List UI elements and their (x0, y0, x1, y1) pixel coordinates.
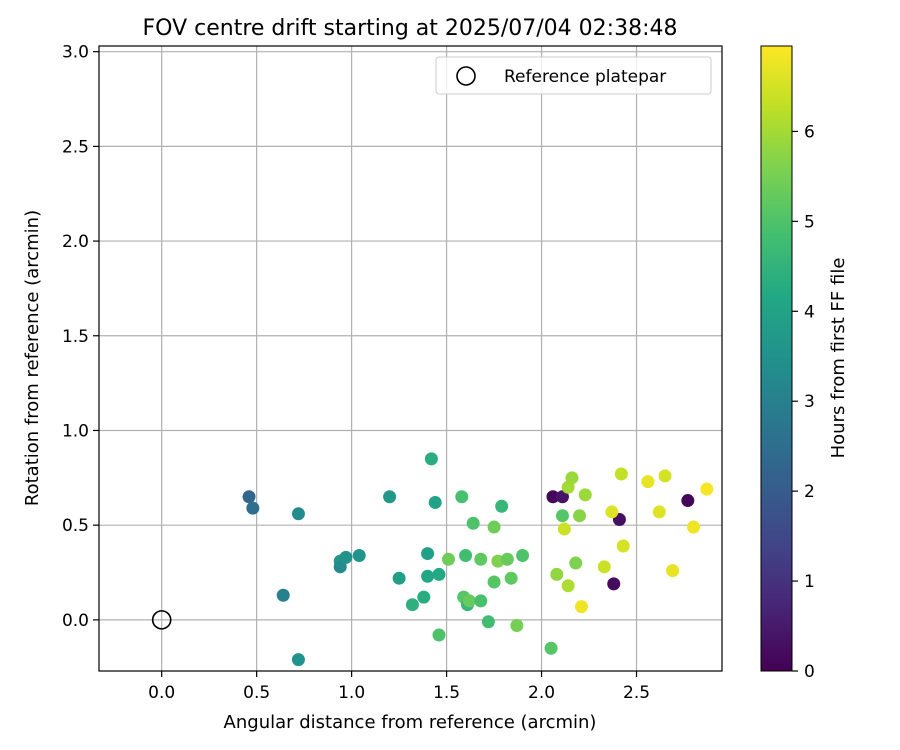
data-point (510, 619, 524, 633)
x-tick-label: 2.5 (623, 683, 650, 703)
colorbar-tick-label: 1 (804, 572, 815, 592)
data-point (462, 594, 476, 608)
y-tick-label: 2.5 (62, 137, 89, 157)
data-point (421, 569, 435, 583)
chart-title: FOV centre drift starting at 2025/07/04 … (143, 16, 678, 41)
data-point (641, 475, 655, 489)
data-point (352, 548, 366, 562)
y-axis-label: Rotation from reference (arcmin) (22, 210, 43, 506)
data-point (574, 600, 588, 614)
data-point (666, 564, 680, 578)
legend: Reference platepar (435, 56, 712, 95)
data-point (474, 594, 488, 608)
y-tick-label: 2.0 (62, 232, 89, 252)
data-point (516, 548, 530, 562)
data-point (417, 590, 431, 604)
data-point (687, 520, 701, 534)
grid (99, 46, 722, 671)
data-point (561, 579, 575, 593)
data-point (555, 490, 569, 504)
y-tick-label: 0.5 (62, 516, 89, 536)
data-point (565, 471, 579, 485)
data-point (652, 505, 666, 519)
data-point (459, 548, 473, 562)
data-point (392, 571, 406, 585)
data-point (487, 575, 501, 589)
data-point (495, 499, 509, 513)
data-point (487, 520, 501, 534)
x-tick-label: 0.5 (243, 683, 270, 703)
x-tick-label: 0.0 (148, 683, 175, 703)
plot-frame (98, 45, 723, 672)
colorbar-tick-label: 3 (804, 392, 815, 412)
data-point (428, 495, 442, 509)
scatter-points (242, 452, 714, 667)
data-point (616, 539, 630, 553)
data-point (681, 494, 695, 508)
colorbar-tick-label: 5 (804, 212, 815, 232)
data-point (405, 598, 419, 612)
data-point (597, 560, 611, 574)
data-point (504, 571, 518, 585)
legend-box (435, 56, 712, 95)
data-point (500, 552, 514, 566)
data-point (550, 567, 564, 581)
data-point (424, 452, 438, 466)
data-point (432, 567, 446, 581)
y-tick-label: 1.0 (62, 421, 89, 441)
data-point (291, 507, 305, 521)
y-tick-label: 0.0 (62, 611, 89, 631)
y-ticks: 0.0 0.5 1.0 1.5 2.0 2.5 3.0 (62, 43, 99, 631)
data-point (421, 547, 435, 561)
y-tick-label: 3.0 (62, 43, 89, 63)
data-point (291, 653, 305, 667)
data-point (658, 469, 672, 483)
colorbar-tick-label: 2 (804, 482, 815, 502)
data-point (246, 501, 260, 515)
reference-platepar-marker (151, 610, 172, 630)
data-point (455, 490, 469, 504)
colorbar-ticks: 0 1 2 3 4 5 6 (792, 122, 815, 682)
x-tick-label: 1.0 (338, 683, 365, 703)
data-point (481, 615, 495, 629)
data-point (242, 490, 256, 504)
colorbar-tick-label: 4 (804, 302, 815, 322)
data-point (607, 577, 621, 591)
data-point (614, 467, 628, 481)
x-axis-label: Angular distance from reference (arcmin) (224, 712, 597, 733)
data-point (700, 482, 714, 496)
data-point (276, 588, 290, 602)
data-point (339, 550, 353, 564)
data-point (578, 488, 592, 502)
legend-marker-icon (456, 66, 476, 86)
data-point (333, 560, 347, 574)
colorbar-tick-label: 6 (804, 122, 815, 142)
data-point (441, 552, 455, 566)
data-point (557, 522, 571, 536)
x-tick-label: 1.5 (433, 683, 460, 703)
data-point (383, 490, 397, 504)
x-ticks: 0.0 0.5 1.0 1.5 2.0 2.5 (148, 671, 650, 703)
data-point (466, 516, 480, 530)
colorbar-tick-label: 0 (804, 662, 815, 682)
data-point (432, 628, 446, 642)
x-tick-label: 2.0 (528, 683, 555, 703)
data-point (555, 509, 569, 523)
data-point (569, 556, 583, 570)
data-point (546, 490, 560, 504)
data-point (544, 641, 558, 655)
data-point (573, 509, 587, 523)
data-point (474, 552, 488, 566)
colorbar-label: Hours from first FF file (828, 258, 849, 459)
data-point (605, 505, 619, 519)
y-tick-label: 1.5 (62, 327, 89, 347)
colorbar (760, 45, 793, 672)
legend-label: Reference platepar (504, 67, 666, 87)
